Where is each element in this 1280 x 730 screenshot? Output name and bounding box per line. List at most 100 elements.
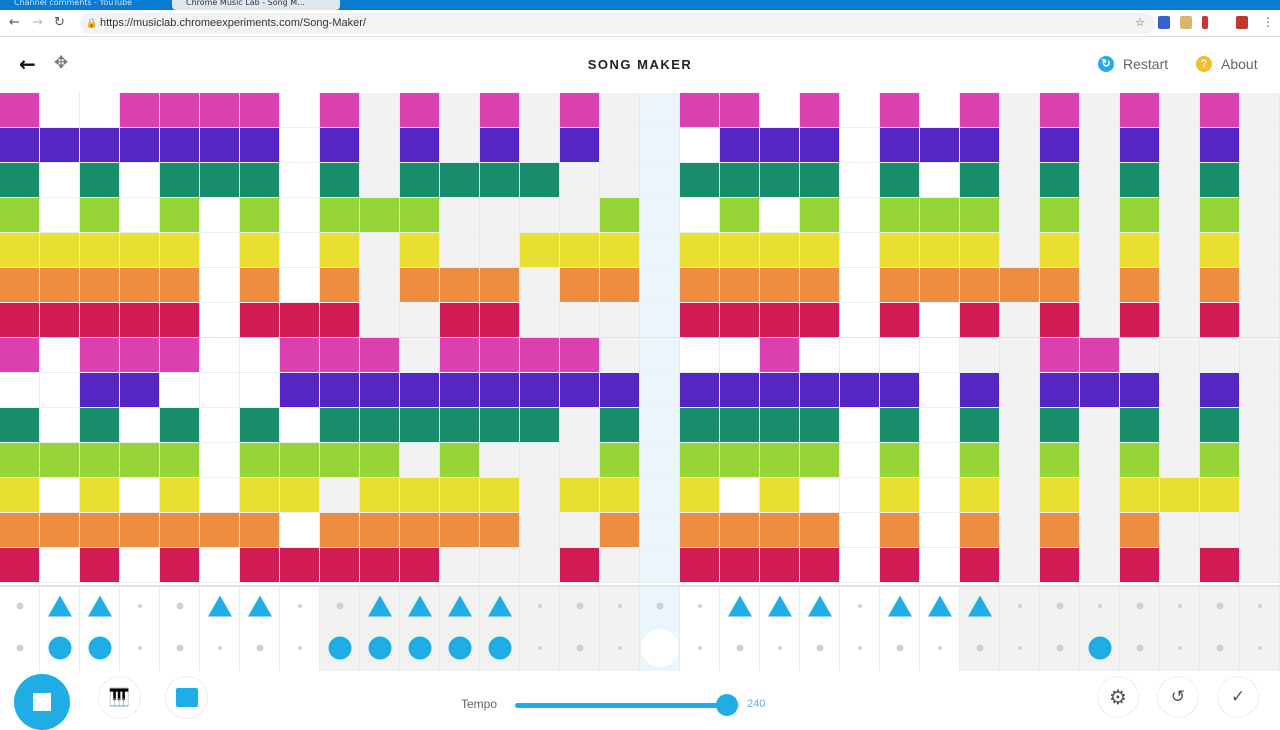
- note-cell-off[interactable]: [1200, 513, 1240, 548]
- note-cell-on[interactable]: [560, 93, 600, 128]
- percussion-column[interactable]: [320, 587, 360, 671]
- note-cell-off[interactable]: [1160, 93, 1200, 128]
- note-cell-off[interactable]: [1000, 338, 1040, 373]
- note-cell-off[interactable]: [360, 128, 400, 163]
- note-cell-on[interactable]: [800, 513, 840, 548]
- note-cell-off[interactable]: [480, 548, 520, 583]
- stop-button[interactable]: [14, 674, 70, 730]
- note-cell-on[interactable]: [760, 128, 800, 163]
- note-cell-on[interactable]: [880, 408, 920, 443]
- percussion-column[interactable]: [1160, 587, 1200, 671]
- note-cell-off[interactable]: [1240, 548, 1280, 583]
- note-cell-off[interactable]: [1080, 233, 1120, 268]
- note-cell-off[interactable]: [1000, 303, 1040, 338]
- note-cell-on[interactable]: [800, 373, 840, 408]
- note-cell-on[interactable]: [520, 233, 560, 268]
- percussion-column[interactable]: [520, 587, 560, 671]
- percussion-column[interactable]: [200, 587, 240, 671]
- percussion-column[interactable]: [160, 587, 200, 671]
- percussion-column[interactable]: [800, 587, 840, 671]
- circle-beat-on[interactable]: [448, 636, 471, 660]
- extension-icon[interactable]: [1180, 16, 1192, 29]
- bookmark-star-icon[interactable]: ☆: [1135, 17, 1145, 29]
- note-cell-off[interactable]: [1000, 408, 1040, 443]
- note-cell-on[interactable]: [720, 93, 760, 128]
- note-cell-on[interactable]: [40, 233, 80, 268]
- note-cell-on[interactable]: [960, 373, 1000, 408]
- note-cell-on[interactable]: [800, 198, 840, 233]
- note-cell-on[interactable]: [360, 513, 400, 548]
- note-cell-off[interactable]: [200, 373, 240, 408]
- note-cell-on[interactable]: [80, 478, 120, 513]
- note-cell-on[interactable]: [960, 513, 1000, 548]
- note-cell-off[interactable]: [0, 373, 40, 408]
- note-cell-off[interactable]: [40, 548, 80, 583]
- percussion-column[interactable]: [600, 587, 640, 671]
- note-cell-on[interactable]: [40, 128, 80, 163]
- note-cell-on[interactable]: [200, 93, 240, 128]
- note-cell-on[interactable]: [560, 268, 600, 303]
- note-cell-off[interactable]: [1120, 338, 1160, 373]
- note-cell-on[interactable]: [600, 233, 640, 268]
- note-cell-on[interactable]: [160, 443, 200, 478]
- percussion-column[interactable]: [240, 587, 280, 671]
- note-cell-on[interactable]: [240, 513, 280, 548]
- note-cell-off[interactable]: [440, 233, 480, 268]
- note-cell-off[interactable]: [520, 513, 560, 548]
- note-cell-off[interactable]: [120, 548, 160, 583]
- note-cell-off[interactable]: [840, 233, 880, 268]
- note-cell-on[interactable]: [0, 93, 40, 128]
- note-cell-off[interactable]: [640, 268, 680, 303]
- browser-tab-active[interactable]: Chrome Music Lab - Song M...: [172, 0, 340, 10]
- note-cell-off[interactable]: [1160, 233, 1200, 268]
- note-cell-on[interactable]: [560, 478, 600, 513]
- note-cell-on[interactable]: [0, 478, 40, 513]
- note-cell-on[interactable]: [440, 478, 480, 513]
- note-cell-on[interactable]: [320, 443, 360, 478]
- note-cell-off[interactable]: [920, 478, 960, 513]
- forward-icon[interactable]: →: [32, 15, 43, 30]
- note-cell-on[interactable]: [720, 408, 760, 443]
- note-cell-on[interactable]: [800, 548, 840, 583]
- note-cell-off[interactable]: [720, 478, 760, 513]
- percussion-column[interactable]: [760, 587, 800, 671]
- note-cell-off[interactable]: [440, 128, 480, 163]
- note-cell-on[interactable]: [480, 478, 520, 513]
- note-cell-off[interactable]: [640, 93, 680, 128]
- beat-off-dot[interactable]: [736, 644, 743, 652]
- note-cell-on[interactable]: [760, 233, 800, 268]
- beat-off-dot[interactable]: [1097, 604, 1102, 608]
- note-cell-on[interactable]: [1040, 163, 1080, 198]
- note-cell-on[interactable]: [480, 163, 520, 198]
- note-cell-on[interactable]: [200, 163, 240, 198]
- note-cell-off[interactable]: [1000, 513, 1040, 548]
- note-cell-on[interactable]: [320, 338, 360, 373]
- note-cell-on[interactable]: [480, 408, 520, 443]
- note-cell-on[interactable]: [320, 93, 360, 128]
- note-cell-on[interactable]: [160, 128, 200, 163]
- percussion-column[interactable]: [880, 587, 920, 671]
- note-cell-on[interactable]: [80, 128, 120, 163]
- note-cell-on[interactable]: [880, 303, 920, 338]
- note-cell-on[interactable]: [480, 513, 520, 548]
- note-cell-on[interactable]: [520, 408, 560, 443]
- beat-off-dot[interactable]: [297, 646, 302, 650]
- note-cell-on[interactable]: [800, 303, 840, 338]
- note-cell-on[interactable]: [160, 198, 200, 233]
- note-cell-on[interactable]: [760, 478, 800, 513]
- note-cell-on[interactable]: [1120, 548, 1160, 583]
- note-cell-on[interactable]: [760, 163, 800, 198]
- note-cell-off[interactable]: [440, 198, 480, 233]
- note-cell-on[interactable]: [680, 478, 720, 513]
- note-cell-off[interactable]: [120, 163, 160, 198]
- beat-off-dot[interactable]: [1257, 604, 1262, 608]
- note-cell-on[interactable]: [480, 128, 520, 163]
- note-cell-on[interactable]: [840, 373, 880, 408]
- note-cell-off[interactable]: [1000, 373, 1040, 408]
- percussion-column[interactable]: [440, 587, 480, 671]
- note-cell-on[interactable]: [960, 268, 1000, 303]
- note-cell-on[interactable]: [160, 163, 200, 198]
- note-cell-on[interactable]: [240, 128, 280, 163]
- note-cell-off[interactable]: [440, 93, 480, 128]
- beat-off-dot[interactable]: [777, 646, 782, 650]
